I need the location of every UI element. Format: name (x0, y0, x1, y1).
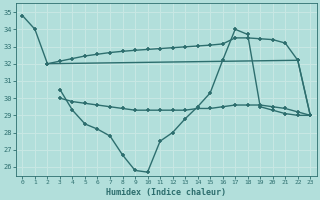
X-axis label: Humidex (Indice chaleur): Humidex (Indice chaleur) (106, 188, 226, 197)
